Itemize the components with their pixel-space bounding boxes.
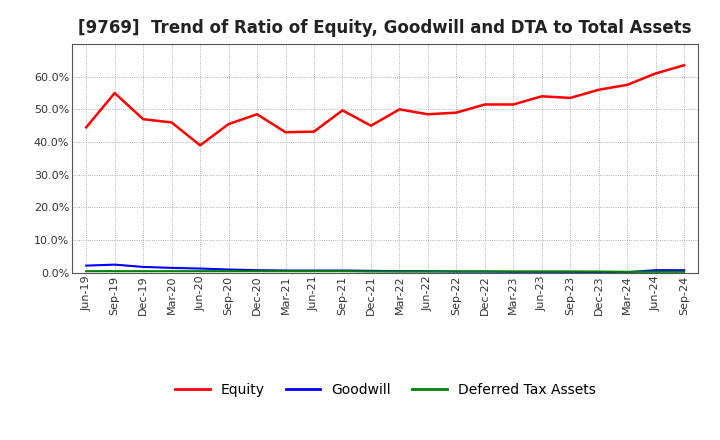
Equity bbox=[623, 82, 631, 88]
Deferred Tax Assets bbox=[253, 268, 261, 274]
Legend: Equity, Goodwill, Deferred Tax Assets: Equity, Goodwill, Deferred Tax Assets bbox=[168, 376, 603, 404]
Equity bbox=[196, 143, 204, 148]
Equity bbox=[366, 123, 375, 128]
Goodwill bbox=[253, 268, 261, 273]
Equity bbox=[310, 129, 318, 134]
Goodwill bbox=[225, 267, 233, 272]
Deferred Tax Assets bbox=[139, 268, 148, 274]
Title: [9769]  Trend of Ratio of Equity, Goodwill and DTA to Total Assets: [9769] Trend of Ratio of Equity, Goodwil… bbox=[78, 19, 692, 37]
Goodwill bbox=[680, 268, 688, 273]
Goodwill bbox=[452, 269, 461, 274]
Deferred Tax Assets bbox=[452, 269, 461, 274]
Deferred Tax Assets bbox=[480, 269, 489, 274]
Goodwill bbox=[652, 268, 660, 273]
Goodwill bbox=[395, 268, 404, 274]
Goodwill bbox=[566, 269, 575, 275]
Goodwill bbox=[338, 268, 347, 273]
Deferred Tax Assets bbox=[423, 269, 432, 274]
Goodwill bbox=[509, 269, 518, 275]
Deferred Tax Assets bbox=[82, 268, 91, 274]
Equity bbox=[680, 62, 688, 68]
Deferred Tax Assets bbox=[566, 269, 575, 274]
Deferred Tax Assets bbox=[623, 269, 631, 275]
Line: Goodwill: Goodwill bbox=[86, 264, 684, 272]
Equity bbox=[395, 107, 404, 112]
Equity bbox=[566, 95, 575, 101]
Equity bbox=[652, 71, 660, 76]
Goodwill bbox=[139, 264, 148, 270]
Goodwill bbox=[595, 270, 603, 275]
Equity bbox=[509, 102, 518, 107]
Deferred Tax Assets bbox=[509, 269, 518, 274]
Equity bbox=[82, 125, 91, 130]
Equity bbox=[110, 90, 119, 95]
Equity bbox=[423, 112, 432, 117]
Goodwill bbox=[167, 265, 176, 271]
Goodwill bbox=[537, 269, 546, 275]
Goodwill bbox=[480, 269, 489, 274]
Line: Deferred Tax Assets: Deferred Tax Assets bbox=[86, 271, 684, 272]
Equity bbox=[338, 108, 347, 113]
Equity bbox=[139, 117, 148, 122]
Deferred Tax Assets bbox=[167, 268, 176, 274]
Goodwill bbox=[623, 270, 631, 275]
Goodwill bbox=[282, 268, 290, 273]
Deferred Tax Assets bbox=[338, 268, 347, 274]
Equity bbox=[452, 110, 461, 115]
Goodwill bbox=[366, 268, 375, 274]
Goodwill bbox=[196, 266, 204, 271]
Deferred Tax Assets bbox=[652, 269, 660, 275]
Deferred Tax Assets bbox=[225, 268, 233, 274]
Equity bbox=[225, 121, 233, 127]
Goodwill bbox=[310, 268, 318, 273]
Equity bbox=[480, 102, 489, 107]
Deferred Tax Assets bbox=[310, 268, 318, 274]
Goodwill bbox=[423, 268, 432, 274]
Goodwill bbox=[82, 263, 91, 268]
Equity bbox=[595, 87, 603, 92]
Deferred Tax Assets bbox=[537, 269, 546, 274]
Equity bbox=[282, 130, 290, 135]
Deferred Tax Assets bbox=[395, 269, 404, 274]
Deferred Tax Assets bbox=[595, 269, 603, 274]
Deferred Tax Assets bbox=[282, 268, 290, 274]
Deferred Tax Assets bbox=[110, 268, 119, 274]
Deferred Tax Assets bbox=[196, 268, 204, 274]
Deferred Tax Assets bbox=[680, 269, 688, 275]
Equity bbox=[253, 112, 261, 117]
Equity bbox=[167, 120, 176, 125]
Deferred Tax Assets bbox=[366, 269, 375, 274]
Equity bbox=[537, 94, 546, 99]
Line: Equity: Equity bbox=[86, 65, 684, 145]
Goodwill bbox=[110, 262, 119, 267]
